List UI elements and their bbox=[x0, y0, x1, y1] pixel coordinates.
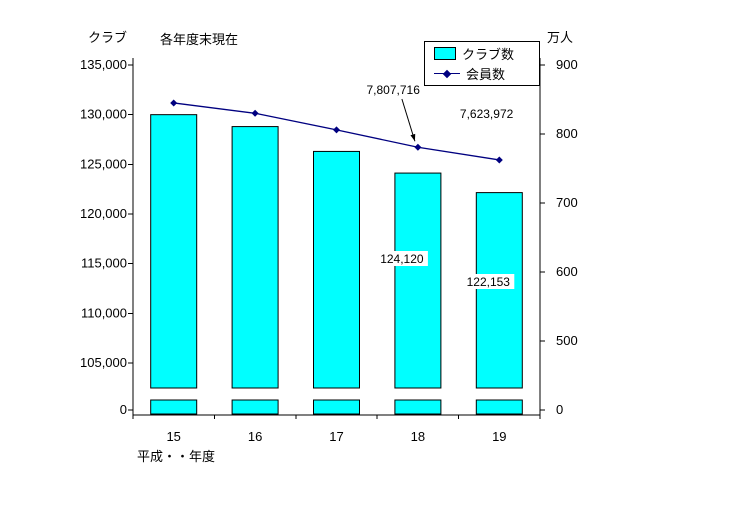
legend-item-label: クラブ数 bbox=[462, 47, 515, 62]
bar bbox=[313, 150, 360, 389]
bar-stub bbox=[394, 399, 442, 415]
annotation-label: 122,153 bbox=[467, 275, 511, 289]
bar bbox=[231, 126, 279, 389]
legend-item-clubs: クラブ数 bbox=[434, 45, 539, 62]
chart-title: 各年度末現在 bbox=[160, 32, 239, 47]
legend-bar-swatch-icon bbox=[434, 47, 456, 60]
right-axis-zero-label: 0 bbox=[556, 402, 563, 417]
legend-line-swatch-icon bbox=[434, 69, 460, 78]
right-axis-tick-label: 900 bbox=[556, 57, 578, 72]
left-axis-tick-label: 130,000 bbox=[80, 107, 127, 122]
annotation-label: 124,120 bbox=[380, 252, 424, 266]
right-axis-unit-label: 万人 bbox=[547, 30, 574, 45]
annotation-label: 7,807,716 bbox=[367, 83, 421, 97]
left-axis-tick-label: 105,000 bbox=[80, 355, 127, 370]
left-axis-tick-label: 135,000 bbox=[80, 57, 127, 72]
legend-item-label: 会員数 bbox=[466, 67, 506, 82]
x-axis-category-label: 19 bbox=[492, 429, 506, 444]
annotation-arrow bbox=[401, 98, 416, 142]
line-marker bbox=[251, 109, 259, 117]
bar-stub bbox=[313, 399, 360, 415]
right-axis-tick-label: 700 bbox=[556, 195, 578, 210]
bar-stub bbox=[231, 399, 279, 415]
left-axis-tick-label: 115,000 bbox=[81, 256, 127, 271]
x-axis-category-label: 16 bbox=[248, 429, 262, 444]
left-axis-tick-label: 120,000 bbox=[80, 206, 127, 221]
line-marker bbox=[414, 143, 422, 151]
annotation-arrowhead bbox=[410, 133, 416, 142]
legend: クラブ数 会員数 bbox=[424, 41, 540, 86]
x-axis-unit-label: 平成・・年度 bbox=[137, 449, 216, 464]
annotation-bg bbox=[462, 274, 515, 289]
line-marker bbox=[170, 99, 178, 107]
left-axis-tick-label: 125,000 bbox=[80, 156, 127, 171]
bar bbox=[150, 114, 198, 389]
line-marker bbox=[495, 156, 503, 164]
diamond-marker-icon bbox=[442, 69, 452, 78]
line-marker bbox=[333, 126, 340, 134]
left-axis-tick-label: 110,000 bbox=[81, 305, 127, 320]
x-axis-category-label: 15 bbox=[166, 429, 180, 444]
left-axis-zero-label: 0 bbox=[120, 402, 127, 417]
annotation-label: 7,623,972 bbox=[460, 107, 514, 121]
bar bbox=[394, 172, 442, 389]
bar-stub bbox=[150, 399, 198, 415]
left-axis-unit-label: クラブ bbox=[88, 30, 128, 45]
x-axis-category-label: 17 bbox=[329, 429, 343, 444]
x-axis-category-label: 18 bbox=[411, 429, 425, 444]
legend-item-members: 会員数 bbox=[434, 65, 539, 82]
right-axis-tick-label: 800 bbox=[556, 126, 578, 141]
bar bbox=[475, 192, 523, 389]
bar-stub bbox=[475, 399, 523, 415]
annotation-bg bbox=[375, 251, 428, 266]
right-axis-tick-label: 500 bbox=[556, 333, 578, 348]
right-axis-tick-label: 600 bbox=[556, 264, 578, 279]
